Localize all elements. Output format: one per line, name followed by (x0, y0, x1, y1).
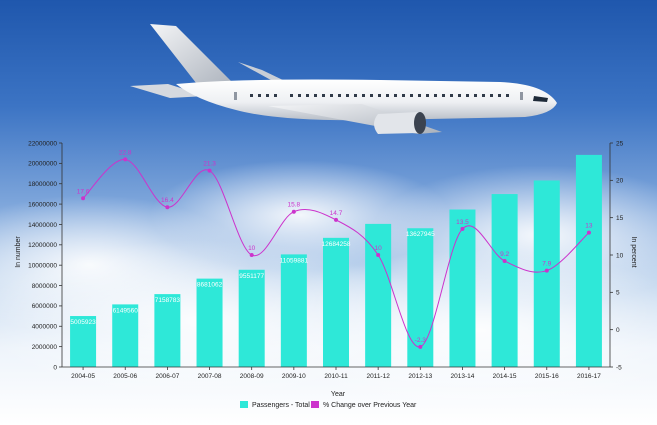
line-data-label: 15.8 (288, 202, 301, 209)
left-axis-tick-label: 10000000 (28, 262, 57, 269)
line-data-label: 22.8 (119, 149, 132, 156)
line-data-label: 17.6 (77, 188, 90, 195)
line-series-percent-change: 17.6 22.8 16.4 21.3 10 15.8 14.7 10 -2.3 13.5 9.2 7… (77, 149, 593, 349)
bar-data-label: 8681062 (197, 282, 223, 289)
left-axis-tick-label: 20000000 (28, 161, 57, 168)
line-point (418, 344, 423, 349)
x-axis-tick-label: 2007-08 (198, 373, 222, 380)
bar (449, 209, 476, 367)
line-point (165, 205, 170, 210)
right-axis-tick-label: 10 (616, 252, 624, 259)
line-point (460, 226, 465, 231)
left-axis-tick-label: 22000000 (28, 140, 57, 147)
legend-label-percent-change: % Change over Previous Year (323, 402, 417, 409)
line-data-label: -2.3 (415, 337, 427, 344)
bar-data-label: 12684258 (322, 241, 351, 248)
x-axis-tick-label: 2015-16 (535, 373, 559, 380)
right-axis-tick-label: 5 (616, 290, 620, 297)
legend-label-passengers: Passengers - Total (252, 402, 310, 409)
bar-data-label: 11059881 (280, 257, 309, 264)
left-axis-tick-label: 4000000 (32, 324, 58, 331)
line-point (81, 196, 86, 201)
bar (154, 294, 181, 367)
line-point (544, 268, 549, 273)
line-point (249, 253, 254, 257)
x-axis-tick-label: 2013-14 (451, 373, 475, 380)
airplane-illustration (130, 24, 557, 134)
line-point (291, 209, 296, 214)
right-axis: -5 0 5 10 15 20 25 (609, 140, 624, 371)
line-data-label: 21.3 (203, 161, 216, 168)
bar (365, 223, 392, 367)
line-point (502, 258, 507, 263)
left-axis-tick-label: 8000000 (32, 283, 58, 290)
left-axis-tick-label: 12000000 (28, 242, 57, 249)
bar (196, 278, 223, 367)
legend: Passengers - Total % Change over Previou… (240, 401, 417, 409)
bar (491, 194, 518, 367)
bar-data-label: 13627945 (406, 231, 435, 238)
x-axis-tick-label: 2012-13 (408, 373, 432, 380)
bar-data-label: 5005923 (70, 319, 96, 326)
x-axis-title: Year (331, 391, 346, 398)
right-axis-tick-label: 0 (616, 327, 620, 334)
bar (323, 237, 349, 367)
line-data-label: 13 (585, 223, 593, 230)
bar-data-label: 7158783 (155, 297, 181, 304)
bar (70, 316, 97, 367)
bar (575, 154, 602, 367)
left-axis-tick-label: 2000000 (32, 344, 58, 351)
bar (280, 254, 307, 367)
line-data-label: 14.7 (330, 210, 343, 217)
line-data-label: 7.9 (542, 261, 551, 268)
bar-series-passengers: 5005923 6149560 7158783 8681062 9551177 11059… (70, 154, 602, 367)
legend-swatch-passengers (240, 401, 248, 408)
legend-swatch-percent-change (311, 401, 319, 408)
bar-data-label: 6149560 (113, 307, 139, 314)
line-data-label: 16.4 (161, 197, 174, 204)
line-data-label: 13.5 (456, 219, 469, 226)
line-point (123, 157, 128, 162)
left-axis-title: In number (15, 236, 22, 268)
left-axis-tick-label: 16000000 (28, 201, 57, 208)
right-axis-title: In percent (630, 236, 637, 267)
left-axis-tick-label: 0 (53, 364, 57, 371)
x-axis-tick-label: 2009-10 (282, 373, 306, 380)
x-axis-tick-label: 2010-11 (324, 373, 348, 380)
line-point (376, 253, 381, 257)
right-axis-tick-label: 20 (616, 178, 624, 185)
x-axis-tick-label: 2011-12 (366, 373, 390, 380)
x-axis-tick-label: 2006-07 (155, 373, 179, 380)
bar (112, 304, 139, 367)
line-data-label: 10 (375, 245, 383, 252)
left-axis-tick-label: 6000000 (32, 303, 58, 310)
bar (238, 269, 265, 367)
line-point (586, 230, 591, 235)
right-axis-tick-label: 15 (616, 215, 624, 222)
x-axis-tick-label: 2005-06 (113, 373, 137, 380)
bar (533, 180, 560, 367)
bar-data-label: 9551177 (239, 273, 264, 280)
line-data-label: 10 (248, 245, 256, 252)
x-axis-tick-label: 2016-17 (577, 373, 601, 380)
x-axis-tick-label: 2004-05 (71, 373, 95, 380)
line-point (334, 217, 338, 222)
right-axis-tick-label: -5 (616, 364, 622, 371)
x-axis: 2004-05 2005-06 2006-07 2007-08 2008-09 2009-… (62, 366, 610, 380)
right-axis-tick-label: 25 (616, 140, 624, 147)
line-data-label: 9.2 (500, 251, 509, 258)
left-axis: 0 2000000 4000000 6000000 8000000 10000000 120… (28, 140, 63, 371)
x-axis-tick-label: 2014-15 (493, 373, 517, 380)
left-axis-tick-label: 18000000 (28, 181, 57, 188)
bar (407, 228, 434, 367)
line-point (207, 168, 212, 173)
left-axis-tick-label: 14000000 (28, 222, 57, 229)
x-axis-tick-label: 2008-09 (240, 373, 264, 380)
